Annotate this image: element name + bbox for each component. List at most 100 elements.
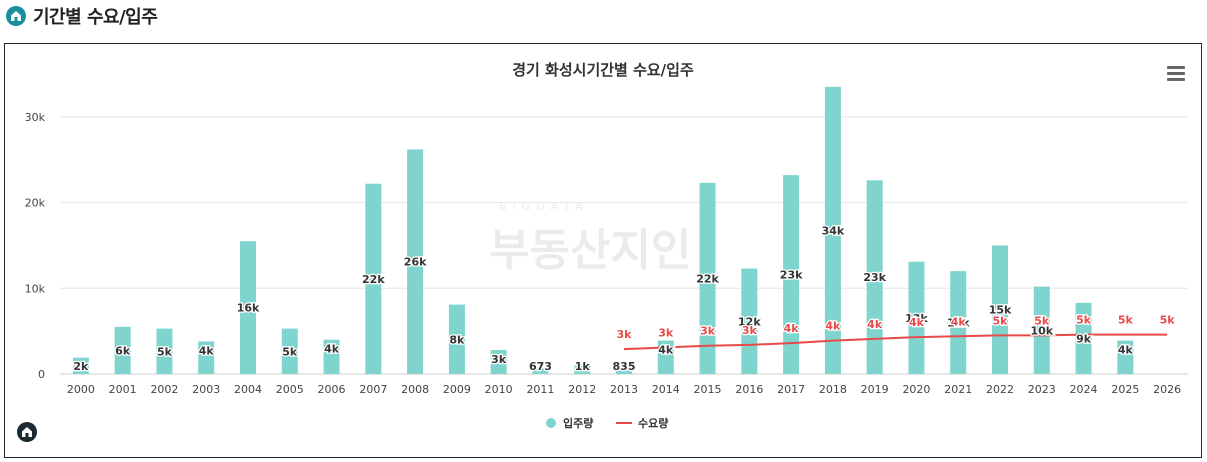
demand-data-label: 5k	[1118, 314, 1134, 327]
demand-data-label: 5k	[993, 314, 1009, 327]
bar	[114, 326, 131, 374]
bar-data-label: 23k	[863, 271, 886, 284]
bar	[783, 175, 800, 374]
x-tick-label: 2011	[526, 383, 554, 396]
bar	[992, 245, 1008, 374]
x-tick-label: 2022	[986, 383, 1014, 396]
bar	[532, 368, 549, 374]
bar-data-label: 4k	[1118, 344, 1134, 357]
x-tick-label: 2005	[276, 383, 304, 396]
bar	[198, 341, 215, 374]
x-tick-label: 2013	[610, 383, 638, 396]
home-icon	[6, 6, 26, 26]
legend-label-demand: 수요량	[638, 417, 668, 430]
demand-data-label: 3k	[658, 326, 674, 339]
x-tick-label: 2021	[944, 383, 972, 396]
bar	[490, 350, 507, 374]
bar-data-label: 12k	[947, 317, 970, 330]
bar	[448, 304, 465, 374]
x-tick-label: 2007	[359, 383, 387, 396]
x-tick-label: 2025	[1111, 383, 1139, 396]
x-tick-label: 2004	[234, 383, 262, 396]
bar	[699, 182, 716, 374]
chart-area: 경기 화성시기간별 수요/입주 0 10k 20k 30k 2000 2001 2002 200…	[25, 61, 1188, 430]
legend-label-supply: 입주량	[563, 417, 593, 430]
x-tick-label: 2010	[485, 383, 513, 396]
bar-data-label: 5k	[157, 345, 173, 358]
bar-data-label: 835	[613, 360, 636, 373]
bar-data-label: 34k	[822, 224, 845, 237]
x-tick-label: 2015	[694, 383, 722, 396]
demand-data-label: 3k	[700, 325, 716, 338]
x-tick-label: 2023	[1028, 383, 1056, 396]
chart-title: 경기 화성시기간별 수요/입주	[512, 61, 694, 79]
x-tick-label: 2002	[150, 383, 178, 396]
demand-line	[623, 333, 1168, 351]
demand-data-label: 5k	[1034, 314, 1050, 327]
bar-data-label: 15k	[989, 304, 1012, 317]
bar-data-label: 4k	[199, 344, 215, 357]
x-tick-label: 2001	[109, 383, 137, 396]
bar-data-label: 8k	[449, 333, 465, 346]
y-tick-label: 30k	[25, 111, 46, 124]
x-tick-label: 2020	[902, 383, 930, 396]
x-tick-label: 2000	[67, 383, 95, 396]
brand-logo-icon	[17, 422, 37, 442]
bar	[1033, 286, 1050, 374]
x-tick-label: 2019	[861, 383, 889, 396]
bar	[866, 180, 883, 374]
x-tick-label: 2016	[735, 383, 763, 396]
bar	[616, 366, 632, 374]
chart-menu-icon[interactable]	[1167, 66, 1185, 82]
bar	[950, 271, 967, 374]
bar	[156, 328, 173, 374]
demand-data-label: 4k	[784, 322, 800, 335]
demand-data-label: 5k	[1160, 314, 1176, 327]
bar-data-label: 23k	[780, 269, 803, 282]
bar-data-label: 6k	[115, 344, 131, 357]
bar-data-label: 10k	[1030, 324, 1053, 337]
bar-data-label: 12k	[738, 315, 761, 328]
x-tick-label: 2014	[652, 383, 680, 396]
y-tick-label: 10k	[25, 282, 46, 295]
y-tick-label: 0	[38, 368, 45, 381]
legend-marker-supply	[546, 418, 556, 428]
demand-data-label: 4k	[909, 316, 925, 329]
bar-data-label: 3k	[491, 353, 507, 366]
bar	[281, 328, 298, 374]
x-tick-label: 2024	[1070, 383, 1098, 396]
x-tick-label: 2018	[819, 383, 847, 396]
bar-data-label: 16k	[237, 302, 260, 315]
chart-panel: BIGDATA 부동산지인 경기 화성시기간별 수요/입주 0 10k 20k 30k 2…	[4, 43, 1202, 458]
bar	[741, 268, 758, 374]
bar-data-label: 22k	[362, 273, 385, 286]
bar-data-label: 26k	[404, 256, 427, 269]
x-tick-label: 2026	[1153, 383, 1181, 396]
page-title: 기간별 수요/입주	[33, 7, 158, 28]
demand-data-label: 4k	[825, 320, 841, 333]
demand-data-label: 3k	[617, 328, 633, 341]
y-tick-label: 20k	[25, 197, 46, 210]
bar-data-label: 9k	[1076, 332, 1092, 345]
bar-data-label: 4k	[658, 344, 674, 357]
x-tick-label: 2009	[443, 383, 471, 396]
bar	[1117, 340, 1134, 374]
bar	[574, 365, 591, 374]
bar	[365, 183, 382, 374]
page-header: 기간별 수요/입주	[6, 3, 158, 29]
demand-data-label: 4k	[951, 315, 967, 328]
bar	[824, 86, 841, 374]
x-tick-label: 2006	[318, 383, 346, 396]
x-tick-label: 2012	[568, 383, 596, 396]
bar-data-label: 5k	[282, 345, 298, 358]
bar-data-label: 13k	[905, 312, 928, 325]
bar-data-label: 22k	[696, 272, 719, 285]
bar	[407, 149, 424, 374]
bar	[240, 241, 256, 374]
demand-data-label: 3k	[742, 324, 758, 337]
bar	[657, 340, 674, 374]
bar-data-label: 2k	[73, 360, 89, 373]
x-tick-label: 2017	[777, 383, 805, 396]
bar	[1075, 302, 1092, 374]
bar	[908, 261, 925, 374]
